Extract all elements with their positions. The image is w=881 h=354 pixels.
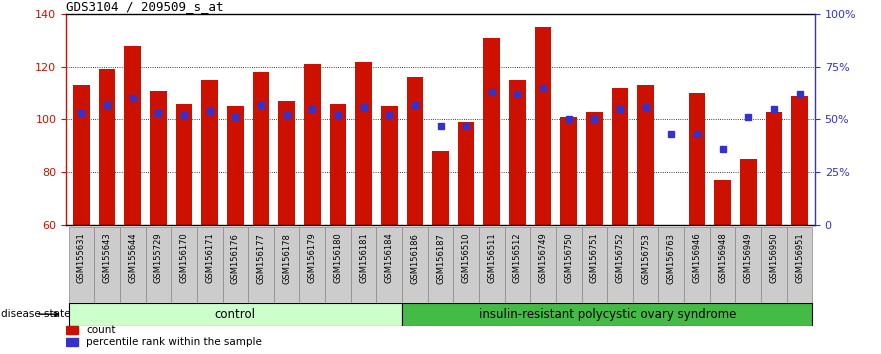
Text: GSM156510: GSM156510	[462, 233, 470, 283]
Bar	[791, 96, 808, 225]
Bar	[433, 151, 448, 225]
Text: GSM156949: GSM156949	[744, 233, 752, 283]
FancyBboxPatch shape	[120, 227, 145, 303]
FancyBboxPatch shape	[223, 227, 248, 303]
Bar	[560, 117, 577, 225]
Text: GSM156750: GSM156750	[564, 233, 574, 284]
Bar	[637, 85, 654, 225]
Text: GSM156749: GSM156749	[538, 233, 548, 284]
FancyBboxPatch shape	[300, 227, 325, 303]
Text: GSM156751: GSM156751	[590, 233, 599, 284]
Text: GSM156512: GSM156512	[513, 233, 522, 283]
Text: GSM156177: GSM156177	[256, 233, 265, 284]
Bar	[484, 38, 500, 225]
Bar	[150, 91, 167, 225]
Text: GSM156752: GSM156752	[616, 233, 625, 284]
Bar	[663, 225, 679, 264]
Text: GSM155631: GSM155631	[77, 233, 86, 284]
FancyBboxPatch shape	[530, 227, 556, 303]
Text: GSM156184: GSM156184	[385, 233, 394, 284]
FancyBboxPatch shape	[196, 227, 223, 303]
Text: GSM156946: GSM156946	[692, 233, 701, 284]
Text: control: control	[215, 308, 255, 321]
Bar	[202, 80, 218, 225]
FancyBboxPatch shape	[454, 227, 479, 303]
Bar	[329, 104, 346, 225]
FancyBboxPatch shape	[556, 227, 581, 303]
Bar	[66, 326, 78, 334]
Text: GSM156180: GSM156180	[333, 233, 343, 284]
FancyBboxPatch shape	[761, 227, 787, 303]
FancyBboxPatch shape	[427, 227, 454, 303]
Text: GSM156171: GSM156171	[205, 233, 214, 284]
Text: GSM156753: GSM156753	[641, 233, 650, 284]
Text: GSM156170: GSM156170	[180, 233, 189, 284]
Bar	[586, 112, 603, 225]
Text: GSM156948: GSM156948	[718, 233, 727, 284]
FancyBboxPatch shape	[171, 227, 196, 303]
Bar	[175, 104, 192, 225]
FancyBboxPatch shape	[607, 227, 633, 303]
FancyBboxPatch shape	[94, 227, 120, 303]
Text: GSM156179: GSM156179	[307, 233, 317, 284]
FancyBboxPatch shape	[69, 227, 94, 303]
Text: GSM156176: GSM156176	[231, 233, 240, 284]
Text: GSM156187: GSM156187	[436, 233, 445, 284]
Text: GSM156951: GSM156951	[795, 233, 804, 283]
Bar	[124, 46, 141, 225]
FancyBboxPatch shape	[248, 227, 274, 303]
FancyBboxPatch shape	[145, 227, 171, 303]
Text: GSM155644: GSM155644	[129, 233, 137, 283]
Bar	[740, 159, 757, 225]
Bar	[355, 62, 372, 225]
Text: GDS3104 / 209509_s_at: GDS3104 / 209509_s_at	[66, 0, 224, 13]
Bar	[381, 106, 397, 225]
Bar	[509, 80, 526, 225]
FancyBboxPatch shape	[685, 227, 710, 303]
Bar	[611, 88, 628, 225]
Text: disease state: disease state	[2, 309, 70, 319]
Text: GSM156950: GSM156950	[769, 233, 779, 283]
Text: GSM156763: GSM156763	[667, 233, 676, 284]
Text: GSM156511: GSM156511	[487, 233, 496, 283]
Bar	[253, 72, 270, 225]
FancyBboxPatch shape	[710, 227, 736, 303]
FancyBboxPatch shape	[633, 227, 658, 303]
FancyBboxPatch shape	[581, 227, 607, 303]
Bar	[406, 77, 423, 225]
Text: insulin-resistant polycystic ovary syndrome: insulin-resistant polycystic ovary syndr…	[478, 308, 736, 321]
Bar	[689, 93, 706, 225]
FancyBboxPatch shape	[351, 227, 376, 303]
Bar	[458, 122, 475, 225]
Bar	[766, 112, 782, 225]
Bar	[278, 101, 295, 225]
FancyBboxPatch shape	[658, 227, 685, 303]
Bar	[535, 27, 552, 225]
Bar	[99, 69, 115, 225]
Text: percentile rank within the sample: percentile rank within the sample	[86, 337, 262, 347]
FancyBboxPatch shape	[787, 227, 812, 303]
Text: GSM155729: GSM155729	[154, 233, 163, 283]
FancyBboxPatch shape	[402, 227, 427, 303]
Text: count: count	[86, 325, 115, 335]
Bar	[69, 303, 402, 326]
Text: GSM155643: GSM155643	[102, 233, 112, 284]
Text: GSM156186: GSM156186	[411, 233, 419, 284]
Bar	[304, 64, 321, 225]
Text: GSM156181: GSM156181	[359, 233, 368, 284]
Bar	[714, 180, 731, 225]
Bar	[227, 106, 244, 225]
FancyBboxPatch shape	[736, 227, 761, 303]
Text: GSM156178: GSM156178	[282, 233, 291, 284]
Bar	[66, 338, 78, 346]
Bar	[402, 303, 812, 326]
FancyBboxPatch shape	[479, 227, 505, 303]
FancyBboxPatch shape	[325, 227, 351, 303]
FancyBboxPatch shape	[274, 227, 300, 303]
FancyBboxPatch shape	[505, 227, 530, 303]
Bar	[73, 85, 90, 225]
FancyBboxPatch shape	[376, 227, 402, 303]
